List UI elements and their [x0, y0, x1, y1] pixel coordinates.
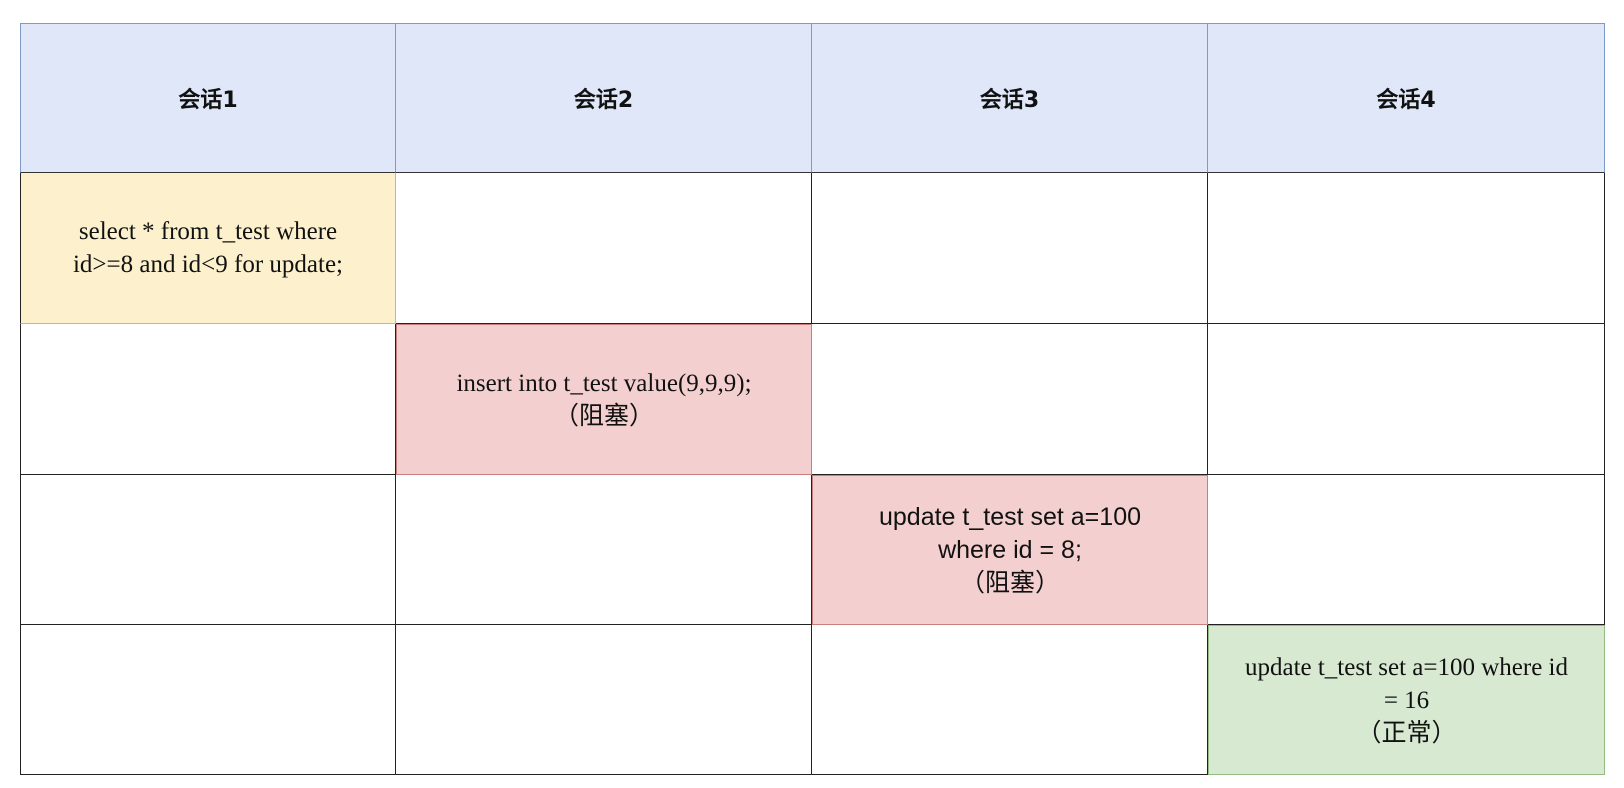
empty-cell [20, 475, 396, 625]
step-4-session-4-cell: update t_test set a=100 where id = 16 （正… [1208, 625, 1605, 775]
step-1-session-1-cell: select * from t_test where id>=8 and id<… [20, 173, 396, 324]
empty-cell [20, 324, 396, 475]
empty-cell [812, 324, 1208, 475]
empty-cell [20, 625, 396, 775]
step-3-session-3-cell: update t_test set a=100 where id = 8; （阻… [812, 475, 1208, 625]
header-session-4: 会话4 [1208, 23, 1605, 173]
empty-cell [396, 625, 812, 775]
header-session-1: 会话1 [20, 23, 396, 173]
session-timeline-table: 会话1 会话2 会话3 会话4 select * from t_test whe… [20, 23, 1605, 775]
empty-cell [812, 625, 1208, 775]
empty-cell [812, 173, 1208, 324]
step-2-session-2-cell: insert into t_test value(9,9,9); （阻塞） [396, 324, 812, 475]
empty-cell [1208, 173, 1605, 324]
header-session-3: 会话3 [812, 23, 1208, 173]
empty-cell [396, 173, 812, 324]
empty-cell [1208, 475, 1605, 625]
header-session-2: 会话2 [396, 23, 812, 173]
empty-cell [1208, 324, 1605, 475]
empty-cell [396, 475, 812, 625]
